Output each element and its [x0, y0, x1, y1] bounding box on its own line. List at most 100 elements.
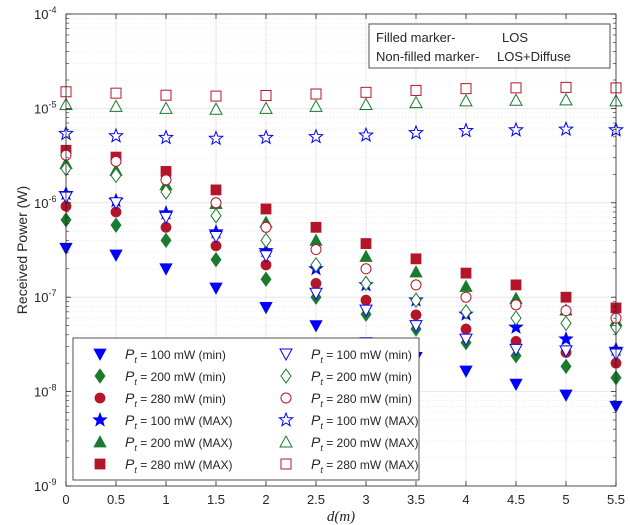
data-point [310, 244, 322, 256]
x-tick-label: 2.5 [307, 492, 325, 507]
data-point [457, 122, 475, 138]
y-tick-label: 10-6 [34, 194, 56, 211]
legend-label: Pt = 280 mW (min) [311, 390, 412, 409]
y-tick-label: 10-8 [34, 383, 56, 400]
annotation-line1-value: LOS [502, 30, 528, 45]
data-point [508, 319, 524, 334]
data-point [209, 230, 223, 244]
annotation-frame [368, 23, 611, 69]
annotation-line2-value: LOS+Diffuse [497, 49, 571, 64]
legend-marker [94, 368, 106, 384]
data-point [260, 203, 272, 215]
legend-label: Pt = 100 mW (MAX) [125, 412, 233, 431]
data-point [407, 124, 425, 140]
data-point [460, 267, 472, 279]
data-point [360, 275, 372, 292]
data-point [209, 102, 223, 115]
x-tick-label: 2 [262, 492, 269, 507]
x-tick-labels: 0 0.5 1 1.5 2 2.5 3 3.5 4 4.5 5 5.5 [62, 492, 625, 507]
legend-label: Pt = 100 mW (min) [125, 346, 226, 365]
data-point [410, 84, 422, 96]
data-point [110, 87, 122, 99]
data-point [109, 99, 123, 112]
x-tick-label: 5 [562, 492, 569, 507]
y-tick-label: 10-5 [34, 99, 56, 116]
data-point [160, 184, 172, 200]
x-tick-label: 0 [62, 492, 69, 507]
legend-marker [92, 411, 108, 427]
x-tick-label: 3.5 [407, 492, 425, 507]
data-point [409, 320, 423, 333]
data-point [409, 265, 423, 278]
data-point [110, 155, 122, 167]
data-point [510, 82, 522, 94]
x-tick-label: 0.5 [107, 492, 125, 507]
y-tick-labels: 10-9 10-8 10-7 10-6 10-5 10-4 [34, 5, 56, 494]
data-point [558, 330, 574, 346]
annotation-box: Filled marker- LOS Non-filled marker- LO… [368, 23, 611, 69]
data-point [560, 305, 572, 317]
data-point [359, 304, 373, 318]
data-point [460, 291, 472, 303]
data-point [560, 358, 572, 375]
data-point [160, 174, 172, 186]
data-point [459, 365, 473, 378]
legend-label: Pt = 100 mW (min) [311, 346, 412, 365]
data-point [559, 92, 573, 106]
legend-marker [280, 368, 292, 384]
legend-label: Pt = 280 mW (min) [125, 390, 226, 409]
data-point [460, 303, 472, 320]
legend-label: Pt = 100 mW (MAX) [311, 412, 419, 431]
data-point [109, 249, 123, 262]
data-point [360, 86, 372, 98]
data-point [309, 99, 323, 112]
data-point [260, 89, 272, 101]
data-point [160, 89, 172, 101]
legend-marker [280, 458, 292, 470]
x-tick-label: 5.5 [607, 492, 625, 507]
data-point [509, 378, 523, 391]
data-point [210, 197, 222, 209]
data-point [110, 217, 122, 233]
data-point [510, 279, 522, 291]
data-point [260, 232, 272, 249]
data-point [310, 221, 322, 233]
data-point [309, 320, 323, 333]
legend-marker [94, 458, 106, 470]
data-point [207, 130, 225, 146]
legend-marker [280, 392, 292, 404]
data-point [359, 97, 373, 110]
legend-marker [279, 348, 293, 362]
data-point [310, 257, 322, 273]
x-tick-label: 3 [362, 492, 369, 507]
data-point [410, 279, 422, 291]
data-point [259, 301, 273, 315]
legend-marker [93, 348, 107, 361]
data-point [110, 167, 122, 184]
data-point [210, 251, 222, 268]
x-tick-label: 1 [162, 492, 169, 507]
data-point [309, 287, 323, 301]
data-point [510, 299, 522, 311]
legend-marker [279, 434, 293, 448]
legend-frame [72, 337, 420, 481]
data-point [257, 129, 275, 145]
y-tick-label: 10-7 [34, 288, 56, 305]
data-point [507, 121, 525, 137]
annotation-line2-label: Non-filled marker- [376, 49, 479, 64]
data-point [559, 389, 573, 402]
legend-label: Pt = 200 mW (min) [311, 368, 412, 387]
data-point [360, 238, 372, 249]
data-point [210, 207, 222, 224]
legend-marker [94, 392, 106, 404]
data-point [460, 323, 472, 335]
data-point [559, 345, 573, 358]
data-point [157, 129, 175, 145]
data-point [359, 249, 373, 262]
plot-frame [65, 13, 617, 487]
legend-label: Pt = 200 mW (MAX) [125, 434, 233, 453]
legend-label: Pt = 280 mW (MAX) [125, 456, 233, 475]
data-point [210, 90, 222, 102]
data-point [357, 126, 375, 143]
